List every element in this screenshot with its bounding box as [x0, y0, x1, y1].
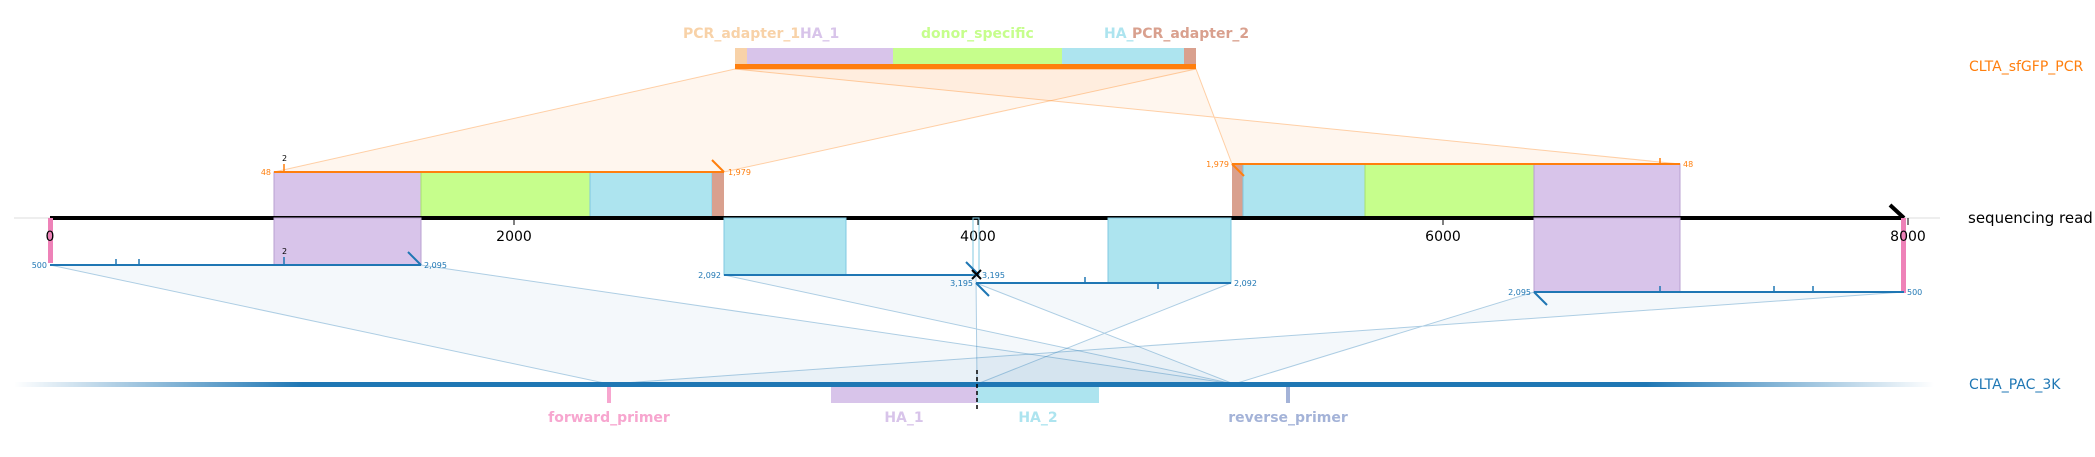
bottom-feature-label-reverse-primer: reverse_primer — [1228, 410, 1348, 426]
feature-ha-2 — [723, 217, 847, 276]
alignment-start-label: 1,979 — [1206, 160, 1229, 169]
top-reference-bar — [735, 64, 1196, 69]
alignment-end-tick — [407, 251, 422, 266]
alignment-end-label: 2,092 — [1234, 279, 1257, 288]
feature-ha-1 — [273, 217, 422, 266]
alignment-start-label: 2,095 — [1508, 288, 1531, 297]
feature-ha-2 — [1107, 217, 1232, 284]
alignment-start-tick — [1533, 291, 1548, 306]
feature-donor-specific — [420, 171, 591, 219]
feature-ha-1 — [1533, 163, 1681, 219]
alignment-end-label: 500 — [1907, 288, 1922, 297]
bottom-reference-name: CLTA_PAC_3K — [1969, 377, 2061, 393]
breakpoint-x-icon — [971, 269, 982, 280]
alignment-start-label: 48 — [261, 168, 271, 177]
alignment-start-label: 500 — [32, 261, 47, 270]
axis-tick-label-0: 0 — [46, 229, 55, 245]
alignment-end-label: 3,195 — [982, 271, 1005, 280]
bottom-feature-ha-2 — [977, 387, 1099, 403]
pac-alignment-3: 3,195 2,092 — [950, 217, 1257, 297]
top-reference: PCR_adapter_1 HA_1 donor_specific HA_ PC… — [683, 26, 2083, 75]
top-feature-label-pcr-adapter-2: PCR_adapter_2 — [1132, 26, 1249, 42]
alignment-start-tick — [1231, 163, 1245, 177]
pac-alignment-1: 2 500 2,095 — [32, 217, 447, 270]
bottom-reference-bar — [14, 382, 1934, 387]
bottom-feature-reverse-primer — [1286, 387, 1290, 403]
pac-alignment-2: 2,092 3,195 — [698, 217, 1005, 280]
alignment-start-label: 3,195 — [950, 279, 973, 288]
top-feature-label-pcr-adapter-1: PCR_adapter_1 — [683, 26, 800, 42]
alignment-end-tick — [711, 159, 725, 173]
mismatch-label: 2 — [282, 247, 287, 256]
top-feature-pcr-adapter-2 — [1184, 48, 1196, 64]
cut-site-marker — [972, 217, 980, 276]
top-feature-donor-specific — [893, 48, 1062, 64]
pcr-connections — [273, 68, 1681, 173]
feature-pcr-adapter-2 — [1232, 164, 1243, 218]
axis-tick-label-4000: 4000 — [960, 229, 996, 245]
top-feature-label-donor-specific: donor_specific — [921, 26, 1034, 42]
top-feature-pcr-adapter-1 — [735, 48, 747, 64]
bottom-feature-label-forward-primer: forward_primer — [548, 410, 670, 426]
read-name: sequencing read — [1968, 209, 2093, 227]
axis-tick-label-2000: 2000 — [496, 229, 532, 245]
feature-ha-1 — [1533, 217, 1681, 293]
alignment-end-label: 2,095 — [424, 261, 447, 270]
bottom-feature-forward-primer — [607, 387, 611, 403]
alignment-end-label: 1,979 — [728, 168, 751, 177]
top-feature-ha-2 — [1062, 48, 1184, 64]
read-start-marker — [48, 218, 53, 263]
top-feature-label-ha-1: HA_1 — [800, 26, 839, 42]
pac-connections — [49, 264, 1905, 385]
feature-pcr-adapter-2 — [712, 172, 724, 218]
feature-ha-2 — [589, 171, 713, 219]
bottom-feature-label-ha-2: HA_2 — [1018, 410, 1057, 426]
top-feature-label-ha-2: HA_ — [1104, 26, 1134, 42]
axis-tick-label-6000: 6000 — [1425, 229, 1461, 245]
read-arrowhead — [1888, 203, 1906, 220]
bottom-feature-ha-1 — [831, 387, 977, 403]
feature-donor-specific — [1364, 163, 1535, 219]
alignment-start-label: 2,092 — [698, 271, 721, 280]
top-feature-ha-1 — [747, 48, 893, 64]
pac-alignment-4: 2,095 500 — [1508, 217, 1922, 306]
read-end-marker — [1901, 218, 1906, 293]
feature-ha-1 — [273, 171, 422, 219]
alignment-end-label: 48 — [1683, 160, 1693, 169]
bottom-feature-label-ha-1: HA_1 — [884, 410, 923, 426]
mismatch-label: 2 — [282, 154, 287, 163]
pcr-alignment-reverse: 1,979 48 — [1206, 158, 1693, 219]
axis-tick-label-8000: 8000 — [1890, 229, 1926, 245]
top-reference-name: CLTA_sfGFP_PCR — [1969, 59, 2083, 75]
alignment-start-tick — [975, 282, 990, 297]
feature-ha-2 — [1242, 163, 1366, 219]
bottom-reference: forward_primer HA_1 HA_2 reverse_primer … — [14, 370, 2061, 426]
